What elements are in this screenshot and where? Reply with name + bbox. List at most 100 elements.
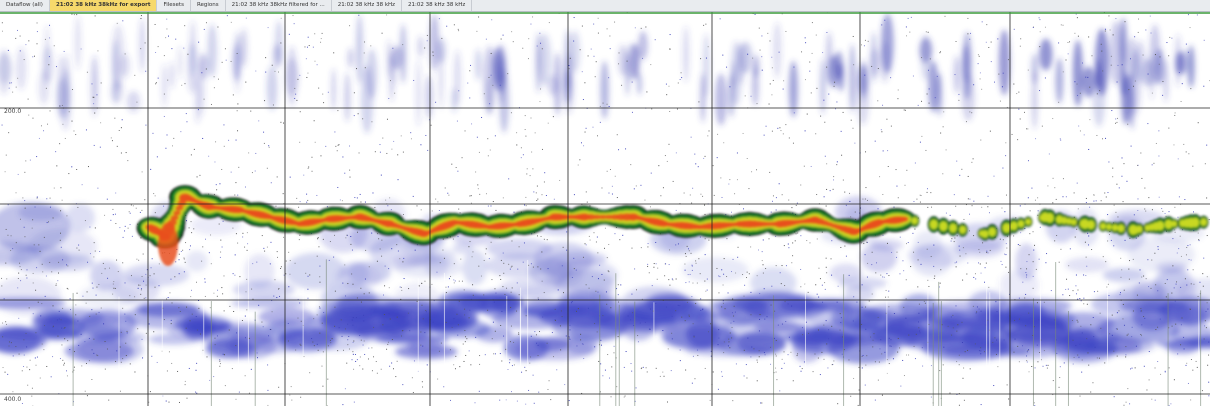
speckle <box>490 52 492 54</box>
speckle <box>782 133 784 135</box>
speckle <box>841 154 843 156</box>
speckle <box>356 68 358 70</box>
speckle <box>732 400 734 402</box>
speckle <box>534 132 536 134</box>
speckle <box>1202 273 1204 275</box>
fish-school <box>1061 216 1068 224</box>
speckle <box>1157 290 1159 292</box>
speckle <box>889 345 891 347</box>
speckle <box>812 371 814 373</box>
speckle <box>291 399 293 401</box>
speckle <box>202 137 204 139</box>
speckle <box>1022 281 1024 283</box>
speckle <box>623 366 625 368</box>
streak <box>1109 20 1123 86</box>
speckle <box>913 251 915 253</box>
speckle <box>906 243 908 245</box>
tab[interactable]: 21:02 38 kHz 38 kHz <box>402 0 473 11</box>
speckle <box>604 227 606 229</box>
speckle <box>384 285 386 287</box>
speckle <box>469 241 471 243</box>
speckle <box>347 323 349 325</box>
fish-school <box>1106 223 1112 230</box>
speckle <box>1166 42 1168 44</box>
speckle <box>1033 326 1035 328</box>
speckle <box>19 218 21 220</box>
speckle <box>784 301 786 303</box>
speckle <box>906 35 908 37</box>
speckle <box>866 199 868 201</box>
tab[interactable]: 21:02 38 kHz 38 kHz <box>332 0 403 11</box>
haze-blob <box>452 241 474 255</box>
speckle <box>158 263 160 265</box>
speckle <box>370 45 372 47</box>
speckle <box>626 60 628 62</box>
speckle <box>1171 292 1173 294</box>
speckle <box>250 368 252 370</box>
tab[interactable]: Regions <box>191 0 226 11</box>
speckle <box>700 309 702 311</box>
speckle <box>568 68 570 70</box>
speckle <box>751 346 753 348</box>
speckle <box>1144 317 1146 319</box>
speckle <box>242 236 244 238</box>
speckle <box>297 317 299 319</box>
speckle <box>154 286 156 288</box>
tab[interactable]: Dataflow (all) <box>0 0 50 11</box>
speckle <box>792 380 794 382</box>
tab[interactable]: Filesets <box>157 0 191 11</box>
speckle <box>307 72 309 74</box>
speckle <box>359 193 361 195</box>
speckle <box>1137 235 1139 237</box>
speckle <box>582 99 584 101</box>
speckle <box>1130 145 1132 147</box>
speckle <box>705 23 707 25</box>
haze-blob <box>244 253 275 289</box>
speckle <box>481 116 483 118</box>
speckle <box>750 291 752 293</box>
speckle <box>399 286 401 288</box>
fish-school <box>1087 220 1095 230</box>
speckle <box>459 212 461 214</box>
speckle <box>35 289 37 291</box>
speckle <box>957 324 959 326</box>
speckle <box>1188 259 1190 261</box>
speckle <box>801 327 803 329</box>
speckle <box>696 282 698 284</box>
speckle <box>888 363 890 365</box>
tab[interactable]: 21:02 38 kHz 38kHz filtered for ... <box>226 0 332 11</box>
speckle <box>594 323 596 325</box>
speckle <box>547 388 549 390</box>
speckle <box>464 330 466 332</box>
speckle <box>1116 328 1118 330</box>
speckle <box>926 191 928 193</box>
speckle <box>1127 123 1129 125</box>
speckle <box>763 288 765 290</box>
speckle <box>806 113 808 115</box>
speckle <box>246 249 248 251</box>
speckle <box>610 307 612 309</box>
speckle <box>744 284 746 286</box>
tab[interactable]: 21:02 38 kHz 38kHz for export <box>49 0 158 11</box>
speckle <box>1069 295 1071 297</box>
speckle <box>114 287 116 289</box>
speckle <box>541 48 543 50</box>
speckle <box>184 380 186 382</box>
speckle <box>1019 118 1021 120</box>
speckle <box>668 279 670 281</box>
speckle <box>624 395 626 397</box>
speckle <box>93 352 95 354</box>
speckle <box>1083 274 1085 276</box>
fish-school <box>1156 220 1165 231</box>
speckle <box>825 320 827 322</box>
speckle <box>208 252 210 254</box>
speckle <box>53 187 55 189</box>
speckle <box>1034 199 1036 201</box>
fish-layer <box>136 185 1209 266</box>
speckle <box>735 363 737 365</box>
speckle <box>1059 138 1061 140</box>
speckle <box>655 302 657 304</box>
speckle <box>391 248 393 250</box>
speckle <box>710 355 712 357</box>
speckle <box>1141 310 1143 312</box>
